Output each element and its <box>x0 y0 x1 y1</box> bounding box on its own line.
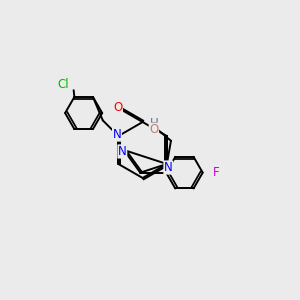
Text: Cl: Cl <box>58 78 69 92</box>
Text: N: N <box>118 145 127 158</box>
Text: H: H <box>150 117 158 130</box>
Text: O: O <box>113 101 122 114</box>
Text: N: N <box>112 128 121 141</box>
Text: N: N <box>164 161 173 174</box>
Text: F: F <box>213 166 220 179</box>
Text: O: O <box>149 123 159 136</box>
